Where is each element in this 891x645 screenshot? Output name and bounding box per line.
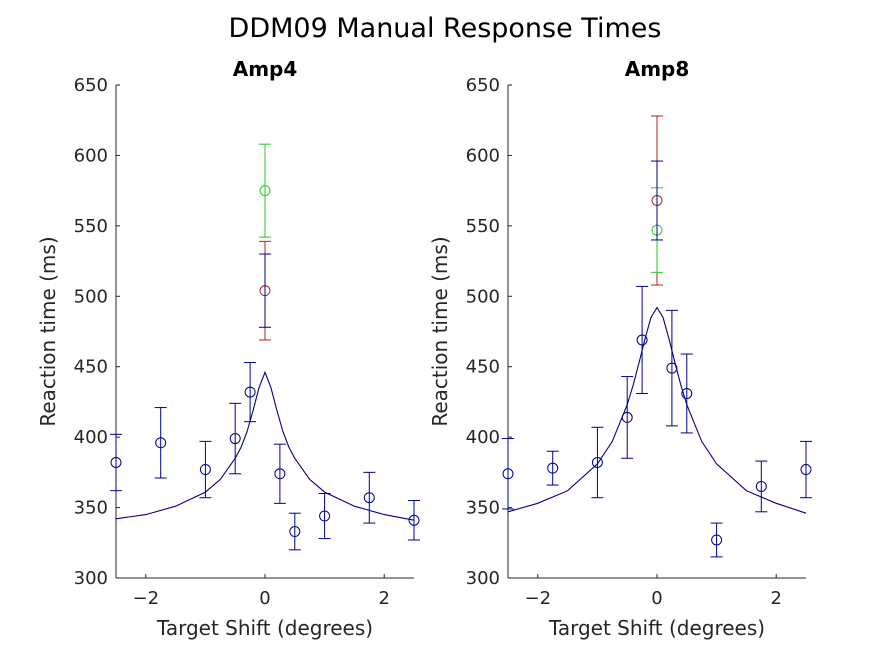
- panel-2-y-tick-label: 550: [466, 216, 500, 237]
- panel-2-y-tick-label: 450: [466, 357, 500, 378]
- panel-1-data-point: [155, 437, 167, 449]
- panel-1-y-tick-label: 300: [74, 568, 108, 589]
- panel-1-data-point: [363, 492, 375, 504]
- panel-1-data-point: [110, 456, 122, 468]
- panel-1-y-label: Reaction time (ms): [36, 236, 60, 426]
- panel-1-data-point: [319, 510, 331, 522]
- panel-2-y-tick-label: 400: [466, 427, 500, 448]
- panel-1-data-point: [408, 514, 420, 526]
- panel-1-y-tick-label: 600: [74, 145, 108, 166]
- panel-2-data-point: [547, 462, 559, 474]
- panel-2-title: Amp8: [625, 57, 690, 81]
- panel-1-y-tick-label: 550: [74, 216, 108, 237]
- panel-1-fit-curve: [115, 370, 415, 521]
- panel-2-data-point: [711, 534, 723, 546]
- panel-2-fit-curve: [507, 306, 807, 514]
- panel-2-data-point: [666, 362, 678, 374]
- panel-2-y-label: Reaction time (ms): [428, 236, 452, 426]
- panel-2-data-point: [800, 464, 812, 476]
- panel-1-y-tick-label: 650: [74, 75, 108, 96]
- panel-1-y-tick-label: 500: [74, 286, 108, 307]
- panel-1-data-point: [199, 464, 211, 476]
- panel-1-y-tick-label: 350: [74, 498, 108, 519]
- panel-1-data-point: [229, 433, 241, 445]
- panel-2-y-tick-label: 300: [466, 568, 500, 589]
- panel-2-x-label: Target Shift (degrees): [548, 616, 765, 640]
- panel-2-data-point: [591, 456, 603, 468]
- panel-2-x-tick-label: 2: [770, 588, 781, 609]
- panel-2-data-point: [621, 411, 633, 423]
- panel-1-x-label: Target Shift (degrees): [156, 616, 373, 640]
- panel-1-data-point: [244, 386, 256, 398]
- panel-2-y-tick-label: 650: [466, 75, 500, 96]
- panel-1-y-tick-label: 400: [74, 427, 108, 448]
- panel-2-x-tick-label: −2: [525, 588, 552, 609]
- panel-2-data-point: [502, 468, 514, 480]
- panel-2-data-point: [755, 480, 767, 492]
- panel-1-x-tick-label: −2: [133, 588, 160, 609]
- figure-title: DDM09 Manual Response Times: [229, 13, 662, 44]
- panel-2-y-tick-label: 500: [466, 286, 500, 307]
- panel-1-x-tick-label: 2: [378, 588, 389, 609]
- panel-2-y-tick-label: 350: [466, 498, 500, 519]
- panel-1-data-point: [259, 185, 271, 197]
- panel-2-data-point: [636, 334, 648, 346]
- panel-1-y-tick-label: 450: [74, 357, 108, 378]
- panel-1-data-point: [289, 526, 301, 538]
- panel-1-title: Amp4: [233, 57, 298, 81]
- panel-2-y-tick-label: 600: [466, 145, 500, 166]
- panel-2-x-tick-label: 0: [651, 588, 662, 609]
- panel-1-data-point: [274, 468, 286, 480]
- panel-1-x-tick-label: 0: [259, 588, 270, 609]
- panel-2-data-point: [681, 387, 693, 399]
